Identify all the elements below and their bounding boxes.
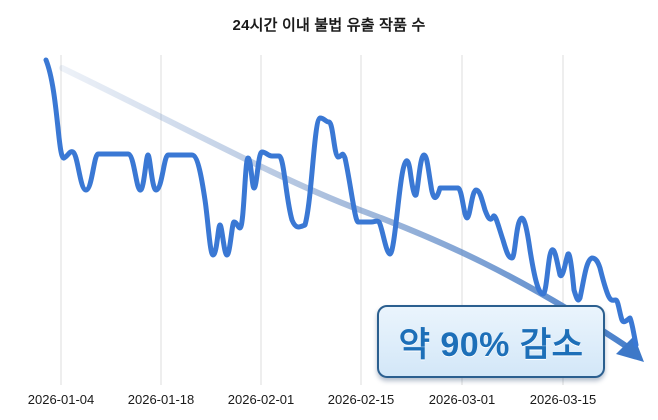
x-tick-label: 2026-01-18 [127,392,195,407]
callout-text: 약 90% 감소 [398,326,584,364]
x-tick-label: 2026-02-01 [227,392,295,407]
trend-arrow [59,65,644,362]
data-line [43,57,639,348]
x-tick-label: 2026-02-15 [327,392,395,407]
arrow-head-icon [616,336,644,362]
x-tick-label: 2026-03-15 [529,392,597,407]
x-tick-label: 2026-03-01 [428,392,496,407]
x-tick-label: 2026-01-04 [27,392,95,407]
chart-title: 24시간 이내 불법 유출 작품 수 [232,17,426,34]
decrease-callout: 약 90% 감소 [377,305,605,378]
